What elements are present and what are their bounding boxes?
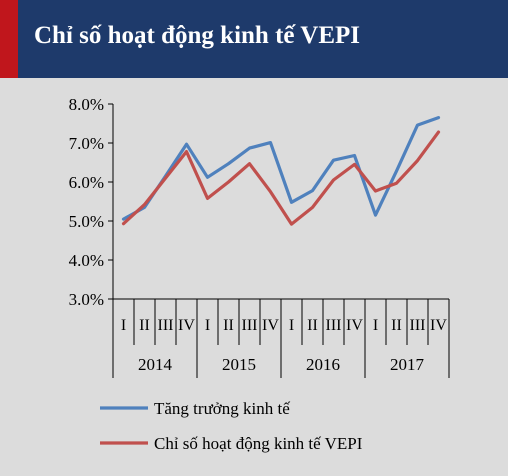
- x-category-label: I: [373, 317, 378, 334]
- x-category-label: IV: [430, 317, 447, 334]
- chart-area: 3.0% 4.0% 5.0% 6.0% 7.0% 8.0% I II III IV I II III IV…: [0, 78, 508, 471]
- series-line-1: [121, 115, 441, 221]
- header-accent-bar: [0, 0, 18, 78]
- x-category-label: IV: [262, 317, 279, 334]
- legend-label: Tăng trưởng kinh tế: [154, 399, 290, 418]
- y-tick-label: 7.0%: [69, 134, 104, 153]
- y-tick-label: 4.0%: [69, 251, 104, 270]
- x-category-label: II: [223, 317, 234, 334]
- x-group-label: 2015: [222, 355, 256, 374]
- x-category-label: III: [242, 317, 258, 334]
- page-header: Chỉ số hoạt động kinh tế VEPI: [0, 0, 508, 78]
- line-chart: 3.0%4.0%5.0%6.0%7.0%8.0%I II III IV I II III IV…: [69, 95, 450, 453]
- y-tick-label: 6.0%: [69, 173, 104, 192]
- legend-label: Chỉ số hoạt động kinh tế VEPI: [154, 434, 363, 453]
- y-tick-label: 5.0%: [69, 212, 104, 231]
- x-group-label: 2016: [306, 355, 340, 374]
- series-line-2: [121, 130, 441, 226]
- x-category-label: III: [410, 317, 426, 334]
- x-category-label: II: [139, 317, 150, 334]
- x-category-label: III: [158, 317, 174, 334]
- x-group-label: 2017: [390, 355, 425, 374]
- page-title: Chỉ số hoạt động kinh tế VEPI: [34, 22, 361, 49]
- x-category-label: II: [307, 317, 318, 334]
- x-category-label: III: [326, 317, 342, 334]
- x-category-label: I: [289, 317, 294, 334]
- x-category-label: IV: [346, 317, 363, 334]
- x-category-label: I: [121, 317, 126, 334]
- x-group-label: 2014: [138, 355, 173, 374]
- x-category-label: IV: [178, 317, 195, 334]
- y-tick-label: 8.0%: [69, 95, 104, 114]
- y-tick-label: 3.0%: [69, 290, 104, 309]
- x-category-label: II: [391, 317, 402, 334]
- x-category-label: I: [205, 317, 210, 334]
